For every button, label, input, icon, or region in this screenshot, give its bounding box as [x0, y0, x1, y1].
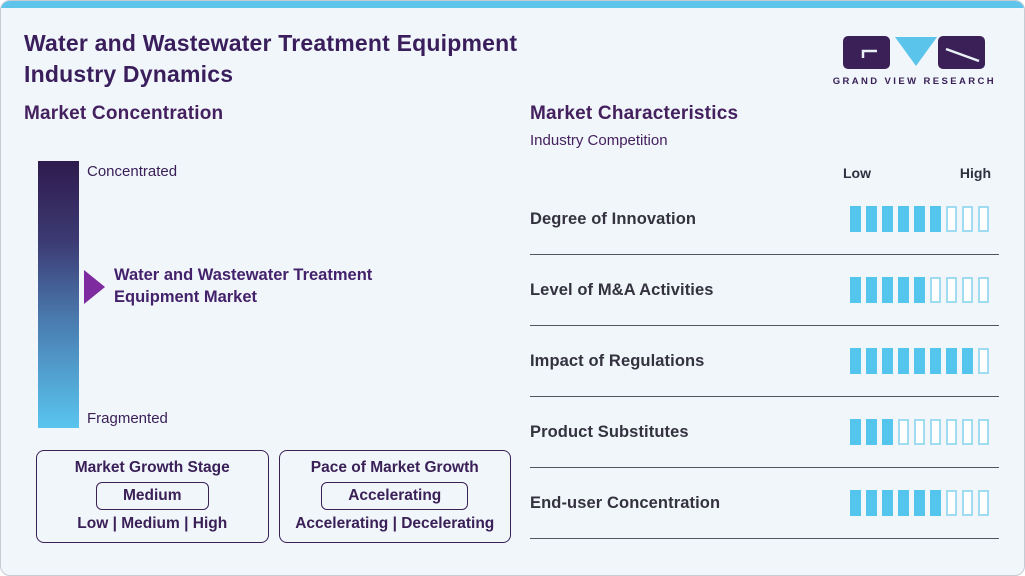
- rating-segment-empty: [930, 277, 941, 303]
- rating-segment-empty: [978, 490, 989, 516]
- brand-name: GRAND VIEW RESEARCH: [832, 76, 996, 87]
- rating-segment-filled: [898, 490, 909, 516]
- market-characteristics-heading: Market Characteristics: [530, 103, 739, 124]
- rating-segment-empty: [946, 277, 957, 303]
- rating-bars: [850, 206, 989, 232]
- row-label: Product Substitutes: [530, 422, 689, 441]
- rating-segment-filled: [898, 348, 909, 374]
- row-label: Level of M&A Activities: [530, 280, 714, 299]
- rating-segment-filled: [850, 206, 861, 232]
- rating-segment-filled: [850, 490, 861, 516]
- rating-segment-empty: [898, 419, 909, 445]
- rating-segment-empty: [962, 490, 973, 516]
- growth-stage-options: Low | Medium | High: [77, 515, 228, 532]
- rating-segment-empty: [946, 490, 957, 516]
- rating-segment-empty: [978, 277, 989, 303]
- rating-segment-filled: [898, 277, 909, 303]
- rating-segment-empty: [978, 206, 989, 232]
- rating-segment-filled: [866, 348, 877, 374]
- growth-pace-options: Accelerating | Decelerating: [295, 515, 495, 532]
- brand-logo: GRAND VIEW RESEARCH: [833, 28, 996, 87]
- concentration-gradient-bar: [38, 161, 79, 428]
- scale-low-label: Low: [843, 165, 871, 181]
- rating-segment-filled: [882, 277, 893, 303]
- rating-scale-labels: Low High: [530, 165, 999, 181]
- header: Water and Wastewater Treatment Equipment…: [1, 8, 1024, 90]
- row-label: Impact of Regulations: [530, 351, 705, 370]
- characteristics-rows: Degree of Innovation Level of M&A Activi…: [530, 184, 999, 539]
- rating-segment-filled: [946, 348, 957, 374]
- rating-bars: [850, 348, 989, 374]
- characteristic-row: End-user Concentration: [530, 468, 999, 539]
- characteristic-row: Product Substitutes: [530, 397, 999, 468]
- row-label: End-user Concentration: [530, 493, 721, 512]
- industry-competition-subheading: Industry Competition: [530, 132, 668, 149]
- concentrated-label: Concentrated: [87, 163, 178, 180]
- rating-segment-empty: [930, 419, 941, 445]
- page-title: Water and Wastewater Treatment Equipment…: [24, 28, 517, 90]
- growth-pace-title: Pace of Market Growth: [310, 459, 479, 476]
- growth-stage-title: Market Growth Stage: [74, 459, 230, 476]
- rating-segment-empty: [946, 419, 957, 445]
- market-concentration-heading: Market Concentration: [24, 103, 224, 124]
- rating-segment-filled: [850, 277, 861, 303]
- rating-segment-filled: [882, 490, 893, 516]
- rating-segment-empty: [978, 419, 989, 445]
- rating-segment-filled: [914, 348, 925, 374]
- rating-segment-filled: [898, 206, 909, 232]
- market-pointer: Water and Wastewater Treatment Equipment…: [84, 264, 414, 308]
- row-label: Degree of Innovation: [530, 209, 697, 228]
- rating-segment-filled: [914, 206, 925, 232]
- characteristic-row: Impact of Regulations: [530, 326, 999, 397]
- rating-scale-span: Low High: [843, 165, 991, 181]
- rating-segment-empty: [978, 348, 989, 374]
- rating-bars: [850, 490, 989, 516]
- rating-segment-empty: [946, 206, 957, 232]
- pace-of-growth-box: Pace of Market Growth Accelerating Accel…: [278, 450, 511, 543]
- rating-bars: [850, 277, 989, 303]
- gvr-logo-icon: [843, 36, 986, 69]
- rating-segment-filled: [882, 348, 893, 374]
- top-accent-bar: [1, 1, 1024, 8]
- rating-segment-filled: [882, 206, 893, 232]
- rating-segment-filled: [850, 348, 861, 374]
- market-characteristics-section: Market Characteristics Industry Competit…: [511, 90, 999, 543]
- growth-boxes: Market Growth Stage Medium Low | Medium …: [36, 450, 511, 543]
- page-title-line2: Industry Dynamics: [24, 61, 234, 87]
- rating-segment-filled: [882, 419, 893, 445]
- page-title-line1: Water and Wastewater Treatment Equipment: [24, 30, 518, 56]
- rating-segment-filled: [930, 348, 941, 374]
- scale-high-label: High: [959, 165, 991, 181]
- rating-segment-empty: [962, 419, 973, 445]
- rating-segment-filled: [866, 490, 877, 516]
- content-columns: Market Concentration Concentrated Fragme…: [1, 90, 1024, 543]
- rating-segment-empty: [962, 277, 973, 303]
- rating-segment-filled: [930, 490, 941, 516]
- concentration-graphic: Concentrated Fragmented Water and Wastew…: [24, 161, 511, 428]
- fragmented-label: Fragmented: [87, 410, 168, 427]
- characteristic-row: Degree of Innovation: [530, 184, 999, 255]
- arrow-right-icon: [84, 270, 105, 304]
- rating-segment-filled: [866, 419, 877, 445]
- rating-segment-filled: [914, 490, 925, 516]
- characteristic-row: Level of M&A Activities: [530, 255, 999, 326]
- growth-pace-value: Accelerating: [321, 482, 469, 510]
- rating-segment-filled: [866, 277, 877, 303]
- market-concentration-section: Market Concentration Concentrated Fragme…: [24, 90, 511, 543]
- market-growth-stage-box: Market Growth Stage Medium Low | Medium …: [36, 450, 269, 543]
- market-name-label: Water and Wastewater Treatment Equipment…: [114, 266, 373, 306]
- rating-segment-filled: [850, 419, 861, 445]
- growth-stage-value: Medium: [95, 482, 209, 510]
- rating-segment-filled: [914, 277, 925, 303]
- rating-segment-filled: [866, 206, 877, 232]
- rating-segment-filled: [962, 348, 973, 374]
- rating-segment-empty: [962, 206, 973, 232]
- rating-segment-filled: [930, 206, 941, 232]
- rating-bars: [850, 419, 989, 445]
- rating-segment-empty: [914, 419, 925, 445]
